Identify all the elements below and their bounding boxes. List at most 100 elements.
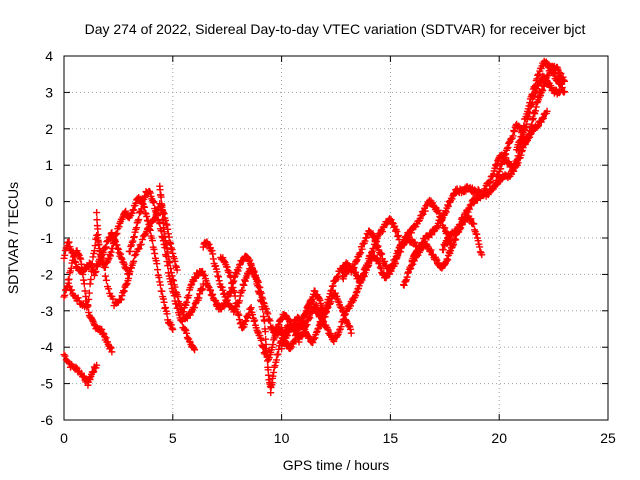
data-point [247,261,255,269]
data-point [137,240,145,248]
y-tick-label: -1 [41,230,54,246]
data-point [71,257,79,265]
data-point [539,114,547,122]
data-point [239,256,247,264]
data-point [316,320,324,328]
data-point [88,267,96,275]
data-point [249,311,257,319]
data-point [213,268,221,276]
data-point [372,236,380,244]
y-tick-label: -4 [41,339,54,355]
data-point [246,256,254,264]
data-point [264,310,272,318]
data-point [217,283,225,291]
data-point [157,193,165,201]
data-point [235,311,243,319]
data-point [457,220,465,228]
data-point [443,240,451,248]
data-point [111,231,119,239]
data-point [550,70,558,78]
data-point [156,281,164,289]
data-point [122,280,130,288]
data-point [101,333,109,341]
data-point [531,81,539,89]
data-point [478,251,486,259]
data-point [126,268,134,276]
data-point [299,320,307,328]
data-point [242,317,250,325]
data-point [234,310,242,318]
data-point [513,159,521,167]
data-point [333,274,341,282]
data-point [444,256,452,264]
data-point [130,233,138,241]
data-point [509,132,517,140]
data-point [95,241,103,249]
data-point [208,292,216,300]
data-point [167,269,175,277]
data-point [107,248,115,256]
data-point [309,339,317,347]
data-point [391,222,399,230]
data-point [141,193,149,201]
data-point [443,255,451,263]
data-point [556,80,564,88]
data-point [337,303,345,311]
data-point [144,217,152,225]
data-point [85,289,93,297]
data-point [300,325,308,333]
data-point [146,226,154,234]
data-point [286,317,294,325]
data-point [256,290,264,298]
data-point [263,308,271,316]
data-point [342,317,350,325]
data-point [450,240,458,248]
data-point [377,265,385,273]
data-point [257,336,265,344]
data-point [220,289,228,297]
data-point [61,291,69,299]
data-point [358,276,366,284]
data-point [61,352,69,360]
data-point [115,223,123,231]
data-point [185,291,193,299]
data-point [143,213,151,221]
data-point [500,154,508,162]
x-tick-label: 5 [169,430,177,446]
data-point [302,309,310,317]
data-point [93,209,101,217]
data-point [528,121,536,129]
data-point [279,340,287,348]
data-point [439,246,447,254]
data-point [261,317,269,325]
series-arc-k [278,227,421,353]
data-point [168,324,176,332]
y-tick-label: -6 [41,412,54,428]
data-point [456,221,464,229]
data-point [400,238,408,246]
data-point [84,381,92,389]
data-point [231,292,239,300]
data-point [314,309,322,317]
data-point [94,231,102,239]
data-point [195,294,203,302]
data-point [409,260,417,268]
data-point [394,232,402,240]
data-point [65,282,73,290]
data-point [479,191,487,199]
data-point [560,76,568,84]
data-point [246,305,254,313]
series-arc-n [408,107,551,264]
data-point [145,220,153,228]
data-point [134,217,142,225]
series-arc-a [60,351,101,389]
data-point [494,171,502,179]
data-point [310,335,318,343]
data-point [183,329,191,337]
data-point [170,277,178,285]
data-point [169,276,177,284]
data-point [232,299,240,307]
data-point [141,231,149,239]
data-point [311,334,319,342]
data-point [534,71,542,79]
